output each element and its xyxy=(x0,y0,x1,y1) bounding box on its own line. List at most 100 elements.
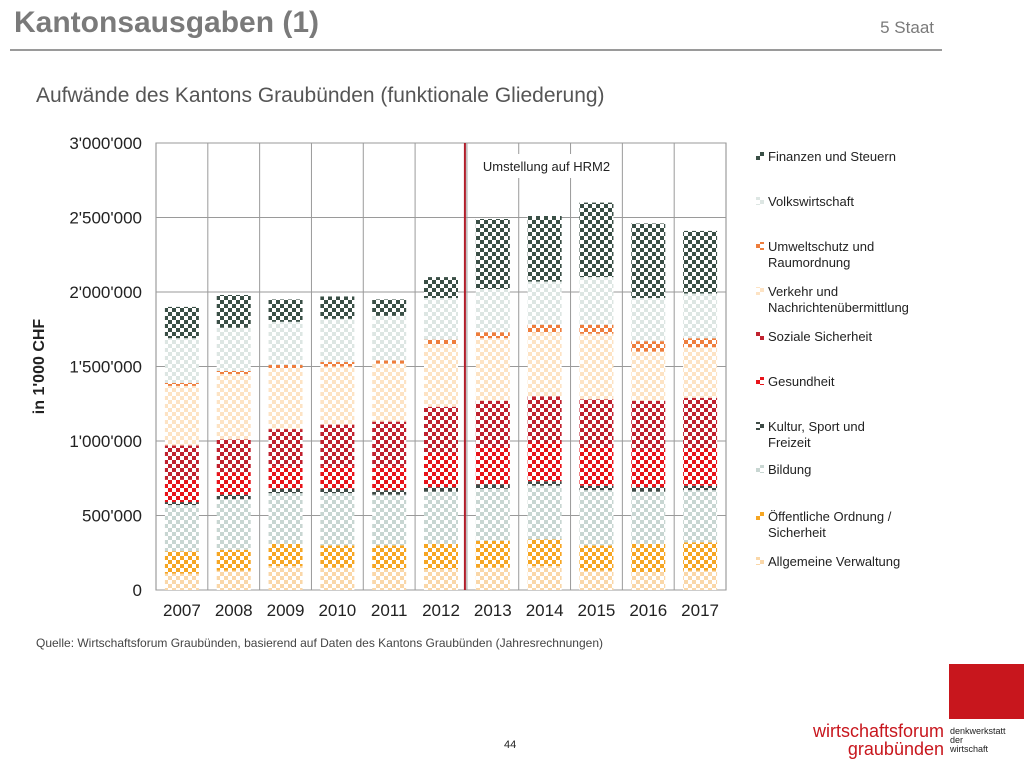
legend-swatch xyxy=(756,152,764,160)
x-tick-label: 2014 xyxy=(526,601,564,620)
annotation-box xyxy=(478,154,611,178)
y-tick-label: 1'500'000 xyxy=(69,358,142,377)
legend-label: Umweltschutz und xyxy=(768,239,874,254)
y-tick-label: 2'500'000 xyxy=(69,209,142,228)
brand-name-line2: graubünden xyxy=(847,739,944,759)
legend-swatch xyxy=(756,287,764,295)
bar-segment xyxy=(424,452,458,488)
bar-segment xyxy=(631,449,666,488)
y-tick-label: 1'000'000 xyxy=(69,432,142,451)
bar-segment xyxy=(424,569,458,590)
axis-layer: 0 500'000 1'000'000 1'500'000 2'000'000 2'500… xyxy=(31,134,719,620)
bar-segment xyxy=(372,466,407,491)
bar-segment xyxy=(527,566,562,590)
bar-segment xyxy=(164,573,199,590)
bar-segment xyxy=(683,570,718,590)
bar-segment xyxy=(164,382,199,386)
bar-segment xyxy=(683,542,718,571)
legend-swatch xyxy=(756,332,764,340)
bar-segment xyxy=(424,344,458,407)
y-tick-label: 3'000'000 xyxy=(69,134,142,153)
bar-segment xyxy=(320,567,355,590)
bar-segment xyxy=(475,218,510,290)
bar-layer xyxy=(164,202,718,590)
bar-segment xyxy=(372,363,407,422)
bar-segment xyxy=(475,332,510,339)
y-axis-label: in 1'000 CHF xyxy=(31,319,48,415)
bar-segment xyxy=(683,230,718,294)
bar-segment xyxy=(164,551,199,574)
page-number: 44 xyxy=(504,739,517,751)
bar-segment xyxy=(320,545,355,568)
bar-segment xyxy=(475,567,510,590)
legend-swatch xyxy=(756,242,764,250)
bar-segment xyxy=(268,365,303,368)
bar-segment xyxy=(320,296,355,319)
bar-segment xyxy=(216,327,251,371)
bar-segment xyxy=(372,315,407,361)
bar-segment xyxy=(475,488,510,541)
bar-segment xyxy=(631,491,666,544)
bar-segment xyxy=(372,299,407,316)
title-divider xyxy=(10,49,942,51)
legend-swatch xyxy=(756,422,764,430)
x-tick-label: 2017 xyxy=(681,601,719,620)
x-tick-label: 2012 xyxy=(422,601,460,620)
bar-segment xyxy=(579,324,614,334)
bar-segment xyxy=(268,367,303,430)
bar-segment xyxy=(372,360,407,364)
legend-label: Finanzen und Steuern xyxy=(768,149,896,164)
bar-segment xyxy=(372,569,407,590)
section-label: 5 Staat xyxy=(880,18,934,37)
y-tick-label: 2'000'000 xyxy=(69,283,142,302)
brand-logo: wirtschaftsforum graubünden xyxy=(798,722,944,758)
bar-segment xyxy=(683,293,718,339)
bar-segment xyxy=(475,484,510,489)
bar-segment xyxy=(579,333,614,400)
x-tick-label: 2015 xyxy=(578,601,616,620)
bar-segment xyxy=(164,479,199,503)
bar-segment xyxy=(320,366,355,425)
bar-segment xyxy=(475,400,510,447)
legend-label: Allgemeine Verwaltung xyxy=(768,554,900,569)
bar-segment xyxy=(268,321,303,366)
bar-segment xyxy=(579,545,614,571)
legend-swatch xyxy=(756,465,764,473)
bar-segment xyxy=(527,442,562,482)
bar-segment xyxy=(424,491,458,544)
bar-segment xyxy=(164,338,199,383)
bar-segment xyxy=(320,488,355,494)
bar-segment xyxy=(216,549,251,571)
bar-segment xyxy=(527,539,562,567)
bar-segment xyxy=(579,490,614,546)
legend-label: Raumordnung xyxy=(768,255,850,270)
bar-segment xyxy=(579,485,614,491)
bar-segment xyxy=(424,487,458,492)
bar-segment xyxy=(268,543,303,567)
bar-segment xyxy=(216,570,251,590)
legend-label: Gesundheit xyxy=(768,374,835,389)
x-tick-label: 2007 xyxy=(163,601,201,620)
legend-label: Verkehr und xyxy=(768,284,838,299)
legend-label: Nachrichtenübermittlung xyxy=(768,300,909,315)
legend-swatch xyxy=(756,377,764,385)
bar-segment xyxy=(320,362,355,367)
bar-segment xyxy=(683,338,718,348)
bar-segment xyxy=(268,488,303,494)
bar-segment xyxy=(631,297,666,342)
bar-segment xyxy=(527,281,562,325)
y-tick-label: 0 xyxy=(133,581,142,600)
brand-tagline: denkwerkstatt der wirtschaft xyxy=(950,727,1006,754)
bar-segment xyxy=(527,396,562,443)
bar-segment xyxy=(216,439,251,473)
bar-segment xyxy=(579,446,614,486)
bar-segment xyxy=(475,338,510,401)
bar-segment xyxy=(216,294,251,328)
brand-tag-line1: denkwerkstatt xyxy=(950,726,1006,736)
legend-label: Kultur, Sport und xyxy=(768,419,865,434)
bar-segment xyxy=(683,397,718,449)
bar-segment xyxy=(268,493,303,544)
legend-label: Bildung xyxy=(768,462,811,477)
bar-segment xyxy=(475,289,510,333)
